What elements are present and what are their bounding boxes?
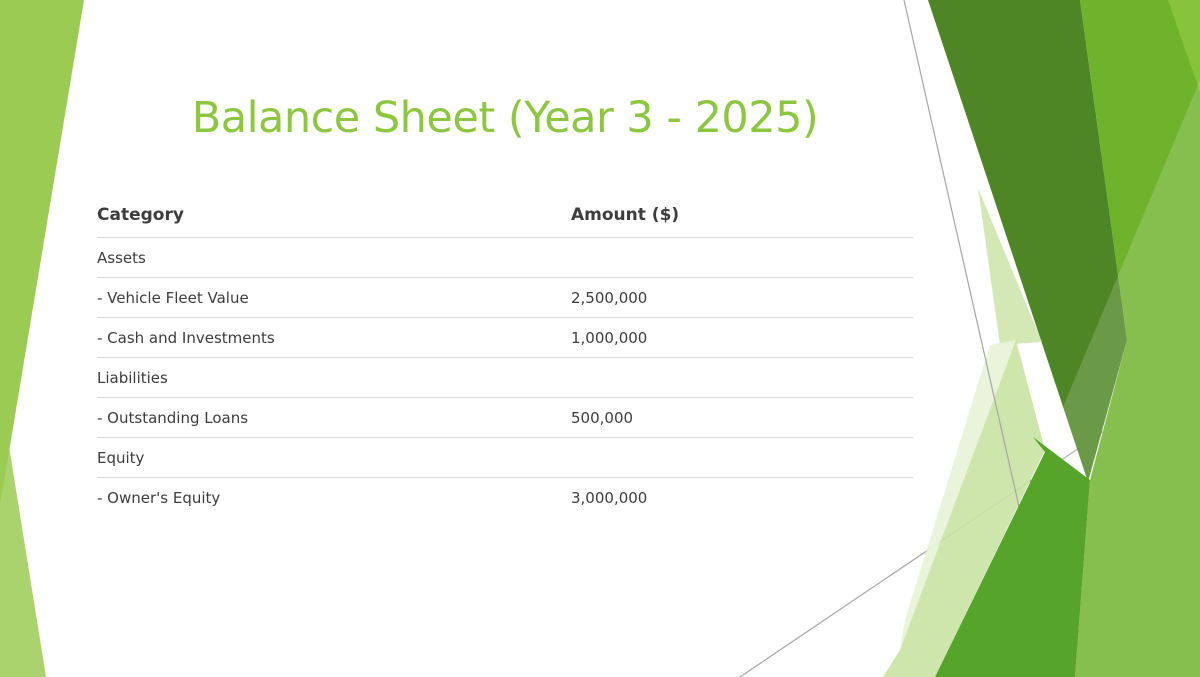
table-row: - Outstanding Loans 500,000 (97, 398, 913, 438)
table-row: - Owner's Equity 3,000,000 (97, 478, 913, 518)
column-header-category: Category (97, 205, 184, 225)
amount-cell: 500,000 (571, 409, 634, 427)
category-cell: Liabilities (97, 369, 168, 387)
slide-title: Balance Sheet (Year 3 - 2025) (191, 93, 819, 143)
balance-sheet-table: Category Amount ($) Assets - Vehicle Fle… (97, 192, 913, 518)
table-row: Liabilities (97, 358, 913, 398)
table-row: Assets (97, 238, 913, 278)
amount-cell: 2,500,000 (571, 289, 648, 307)
table-row: - Vehicle Fleet Value 2,500,000 (97, 278, 913, 318)
right-medium-wedge (1075, 0, 1200, 677)
slide-content: Balance Sheet (Year 3 - 2025) Category A… (97, 0, 913, 518)
table-header-row: Category Amount ($) (97, 192, 913, 238)
category-cell: - Vehicle Fleet Value (97, 289, 249, 307)
amount-cell: 1,000,000 (571, 329, 648, 347)
left-lower-wedge (0, 440, 46, 677)
diagonal-hairline-upper (903, 0, 1023, 521)
category-cell: Assets (97, 249, 146, 267)
table-row: Equity (97, 438, 913, 478)
category-cell: - Cash and Investments (97, 329, 275, 347)
top-right-corner-sliver (1168, 0, 1200, 92)
pale-sliver-upper (978, 188, 1042, 345)
very-pale-wedge (900, 340, 1016, 650)
category-cell: - Owner's Equity (97, 489, 221, 507)
right-dark-wedge (928, 0, 1127, 482)
table-row: - Cash and Investments 1,000,000 (97, 318, 913, 358)
category-cell: - Outstanding Loans (97, 409, 249, 427)
amount-cell: 3,000,000 (571, 489, 648, 507)
amount-cell (571, 438, 913, 477)
category-cell: Equity (97, 449, 145, 467)
bottom-medium-triangle (935, 437, 1090, 677)
amount-cell (571, 358, 913, 397)
left-main-wedge (0, 0, 84, 505)
amount-cell (571, 238, 913, 277)
right-highlight-wash (1045, 80, 1200, 677)
column-header-amount: Amount ($) (571, 205, 680, 225)
